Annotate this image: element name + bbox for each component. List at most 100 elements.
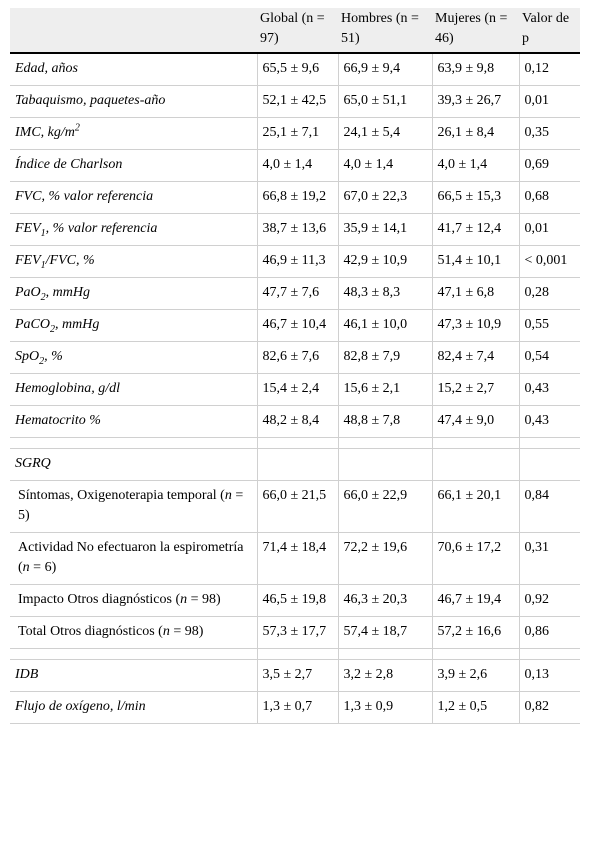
cell-hombres: 67,0 ± 22,3 (338, 181, 433, 214)
label-text: /FVC, % (45, 253, 95, 268)
cell-mujeres: 66,5 ± 15,3 (432, 181, 520, 214)
cell-pvalue: 0,86 (519, 616, 580, 649)
row-label: Impacto Otros diagnósticos (n = 98) (10, 584, 258, 617)
label-text: IMC, kg/m (15, 125, 75, 140)
cell-mujeres: 51,4 ± 10,1 (432, 245, 520, 278)
spacer-row (10, 648, 580, 660)
label-text: = 98) (169, 624, 204, 639)
row-label: PaO2, mmHg (10, 277, 258, 310)
row-label: Hematocrito % (10, 405, 258, 438)
cell-hombres: 46,1 ± 10,0 (338, 309, 433, 342)
label-text: FEV (15, 253, 41, 268)
table-row: PaCO2, mmHg 46,7 ± 10,4 46,1 ± 10,0 47,3… (10, 309, 580, 342)
cell-mujeres: 1,2 ± 0,5 (432, 691, 520, 724)
header-pvalue: Valor de p (519, 8, 580, 54)
row-label: SpO2, % (10, 341, 258, 374)
header-empty (10, 8, 257, 54)
spacer-row (10, 437, 580, 449)
table-row: FVC, % valor referencia 66,8 ± 19,2 67,0… (10, 181, 580, 214)
cell-global: 65,5 ± 9,6 (257, 53, 339, 86)
label-text: Total Otros diagnósticos ( (18, 624, 163, 639)
cell-hombres: 35,9 ± 14,1 (338, 213, 433, 246)
cell-hombres: 66,0 ± 22,9 (338, 480, 433, 533)
cell-mujeres: 63,9 ± 9,8 (432, 53, 520, 86)
cell-pvalue: 0,31 (519, 532, 580, 585)
row-label: Total Otros diagnósticos (n = 98) (10, 616, 258, 649)
cell-hombres: 48,3 ± 8,3 (338, 277, 433, 310)
cell-hombres: 65,0 ± 51,1 (338, 85, 433, 118)
table-row: FEV1, % valor referencia 38,7 ± 13,6 35,… (10, 213, 580, 246)
row-label: Índice de Charlson (10, 149, 258, 182)
row-label: Edad, años (10, 53, 258, 86)
cell-global: 15,4 ± 2,4 (257, 373, 339, 406)
row-label: IDB (10, 659, 258, 692)
table-row: Hemoglobina, g/dl 15,4 ± 2,4 15,6 ± 2,1 … (10, 373, 580, 406)
cell-global: 71,4 ± 18,4 (257, 532, 339, 585)
cell-hombres: 3,2 ± 2,8 (338, 659, 433, 692)
label-sup: 2 (74, 122, 80, 134)
cell-hombres: 57,4 ± 18,7 (338, 616, 433, 649)
cell-pvalue: 0,01 (519, 213, 580, 246)
table-row: Total Otros diagnósticos (n = 98) 57,3 ±… (10, 616, 580, 649)
header-mujeres: Mujeres (n = 46) (432, 8, 519, 54)
cell-hombres: 82,8 ± 7,9 (338, 341, 433, 374)
characteristics-table: Global (n = 97) Hombres (n = 51) Mujeres… (10, 8, 580, 724)
table-row: IMC, kg/m2 25,1 ± 7,1 24,1 ± 5,4 26,1 ± … (10, 117, 580, 150)
cell-global: 46,9 ± 11,3 (257, 245, 339, 278)
cell-pvalue: 0,84 (519, 480, 580, 533)
cell-pvalue: 0,82 (519, 691, 580, 724)
label-n: n (180, 592, 188, 607)
header-row: Global (n = 97) Hombres (n = 51) Mujeres… (10, 8, 580, 54)
label-sub: 2 (39, 355, 45, 367)
label-text: , mmHg (55, 317, 100, 332)
label-sub: 2 (50, 323, 55, 335)
table-row: Síntomas, Oxigenoterapia temporal (n = 5… (10, 480, 580, 533)
table-row: Tabaquismo, paquetes-año 52,1 ± 42,5 65,… (10, 85, 580, 118)
table-row: Impacto Otros diagnósticos (n = 98) 46,5… (10, 584, 580, 617)
cell-pvalue: 0,12 (519, 53, 580, 86)
cell-global: 38,7 ± 13,6 (257, 213, 339, 246)
cell-global: 66,8 ± 19,2 (257, 181, 339, 214)
cell-hombres: 72,2 ± 19,6 (338, 532, 433, 585)
section-row: SGRQ (10, 448, 580, 481)
cell-mujeres: 39,3 ± 26,7 (432, 85, 520, 118)
cell-mujeres: 57,2 ± 16,6 (432, 616, 520, 649)
row-label: FEV1/FVC, % (10, 245, 258, 278)
table-row: Edad, años 65,5 ± 9,6 66,9 ± 9,4 63,9 ± … (10, 53, 580, 86)
cell-hombres: 1,3 ± 0,9 (338, 691, 433, 724)
label-n: n (162, 624, 170, 639)
label-text: = 6) (29, 560, 57, 575)
cell-mujeres: 66,1 ± 20,1 (432, 480, 520, 533)
row-label: Hemoglobina, g/dl (10, 373, 258, 406)
cell-mujeres: 47,3 ± 10,9 (432, 309, 520, 342)
cell-mujeres: 82,4 ± 7,4 (432, 341, 520, 374)
cell-pvalue: 0,28 (519, 277, 580, 310)
cell-global: 57,3 ± 17,7 (257, 616, 339, 649)
label-text: , % valor referencia (45, 221, 158, 236)
header-hombres: Hombres (n = 51) (338, 8, 432, 54)
label-sub: 1 (40, 259, 46, 271)
cell-global: 48,2 ± 8,4 (257, 405, 339, 438)
cell-mujeres: 26,1 ± 8,4 (432, 117, 520, 150)
label-n: n (224, 488, 232, 503)
label-text: Actividad No efectuaron la espirometría … (18, 540, 244, 575)
row-label: PaCO2, mmHg (10, 309, 258, 342)
cell-hombres: 4,0 ± 1,4 (338, 149, 433, 182)
cell-pvalue: 0,13 (519, 659, 580, 692)
table-row: Índice de Charlson 4,0 ± 1,4 4,0 ± 1,4 4… (10, 149, 580, 182)
cell-mujeres: 47,4 ± 9,0 (432, 405, 520, 438)
cell-pvalue: 0,54 (519, 341, 580, 374)
cell-global: 3,5 ± 2,7 (257, 659, 339, 692)
cell-hombres: 42,9 ± 10,9 (338, 245, 433, 278)
row-label: FVC, % valor referencia (10, 181, 258, 214)
table-row: Actividad No efectuaron la espirometría … (10, 532, 580, 585)
cell-global: 82,6 ± 7,6 (257, 341, 339, 374)
cell-pvalue: 0,43 (519, 405, 580, 438)
label-sub: 1 (40, 227, 46, 239)
label-text: FEV (15, 221, 41, 236)
row-label: Actividad No efectuaron la espirometría … (10, 532, 258, 585)
cell-global: 52,1 ± 42,5 (257, 85, 339, 118)
label-text: Impacto Otros diagnósticos ( (18, 592, 181, 607)
cell-pvalue: 0,55 (519, 309, 580, 342)
table-row: Flujo de oxígeno, l/min 1,3 ± 0,7 1,3 ± … (10, 691, 580, 724)
